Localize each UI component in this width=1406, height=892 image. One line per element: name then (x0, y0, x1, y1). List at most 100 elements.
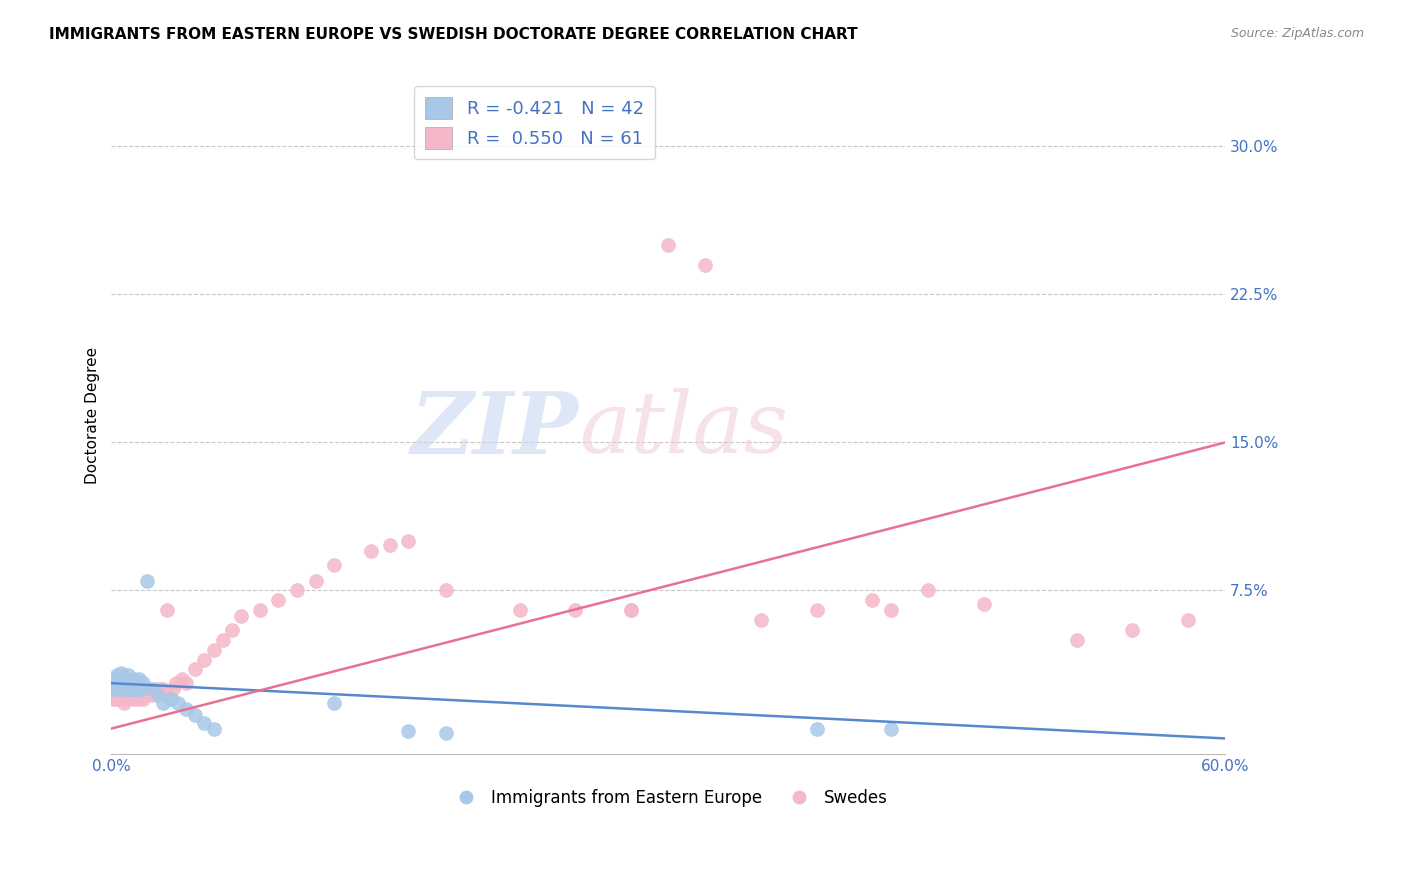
Point (193, 652, 215, 666)
Point (103, 682, 125, 697)
Point (132, 692, 155, 706)
Point (115, 688, 138, 702)
Point (108, 676, 131, 690)
Point (104, 672, 127, 686)
Text: IMMIGRANTS FROM EASTERN EUROPE VS SWEDISH DOCTORATE DEGREE CORRELATION CHART: IMMIGRANTS FROM EASTERN EUROPE VS SWEDIS… (49, 27, 858, 42)
Point (267, 593, 290, 607)
Point (378, 538, 401, 552)
Point (880, 722, 903, 736)
Point (141, 688, 163, 702)
Point (1177, 613, 1199, 627)
Point (141, 682, 163, 697)
Point (128, 692, 150, 706)
Point (149, 682, 172, 697)
Point (620, 603, 643, 617)
Point (323, 558, 346, 572)
Point (323, 696, 346, 710)
Point (112, 682, 135, 697)
Point (104, 688, 127, 702)
Point (1066, 632, 1088, 647)
Point (211, 632, 233, 647)
Point (202, 642, 225, 657)
Point (110, 678, 132, 692)
Point (165, 676, 187, 690)
Point (564, 603, 586, 617)
Point (202, 722, 225, 736)
Point (231, 609, 253, 624)
Point (105, 668, 128, 682)
Point (117, 692, 139, 706)
Point (117, 682, 139, 697)
Point (132, 676, 155, 690)
Point (620, 603, 643, 617)
Point (156, 688, 179, 702)
Point (174, 676, 197, 690)
Point (118, 676, 141, 690)
Point (285, 583, 308, 598)
Point (118, 682, 141, 697)
Point (695, 258, 717, 272)
Point (108, 692, 131, 706)
Point (112, 676, 135, 690)
Point (304, 574, 326, 588)
Legend: Immigrants from Eastern Europe, Swedes: Immigrants from Eastern Europe, Swedes (443, 782, 894, 814)
Point (749, 613, 772, 627)
Point (129, 682, 152, 697)
Point (434, 583, 457, 598)
Point (152, 696, 174, 710)
Point (135, 574, 157, 588)
Point (862, 593, 884, 607)
Point (162, 682, 184, 697)
Point (509, 603, 531, 617)
Point (138, 682, 160, 697)
Point (105, 682, 128, 697)
Point (129, 688, 152, 702)
Y-axis label: Doctorate Degree: Doctorate Degree (86, 347, 100, 484)
Point (112, 696, 135, 710)
Point (170, 672, 193, 686)
Point (156, 603, 179, 617)
Point (184, 707, 207, 722)
Point (1121, 623, 1143, 637)
Point (110, 666, 132, 681)
Point (221, 623, 243, 637)
Point (145, 682, 167, 697)
Point (111, 682, 134, 697)
Point (115, 672, 138, 686)
Point (105, 692, 128, 706)
Point (657, 238, 679, 252)
Point (880, 603, 903, 617)
Text: Source: ZipAtlas.com: Source: ZipAtlas.com (1230, 27, 1364, 40)
Point (103, 692, 125, 706)
Point (111, 692, 134, 706)
Point (105, 682, 128, 697)
Text: atlas: atlas (579, 388, 789, 471)
Point (152, 682, 174, 697)
Point (396, 723, 419, 738)
Point (973, 597, 995, 611)
Point (118, 688, 141, 702)
Point (110, 688, 132, 702)
Point (127, 682, 149, 697)
Point (184, 662, 207, 676)
Point (917, 583, 939, 598)
Point (104, 676, 127, 690)
Point (110, 682, 132, 697)
Point (111, 672, 134, 686)
Point (134, 688, 156, 702)
Text: ZIP: ZIP (412, 388, 579, 471)
Point (124, 682, 146, 697)
Point (159, 692, 181, 706)
Point (396, 534, 419, 549)
Point (360, 544, 382, 558)
Point (128, 672, 150, 686)
Point (249, 603, 271, 617)
Point (124, 688, 146, 702)
Point (115, 676, 138, 690)
Point (108, 672, 131, 686)
Point (193, 715, 215, 730)
Point (127, 682, 149, 697)
Point (174, 702, 197, 716)
Point (806, 603, 828, 617)
Point (434, 725, 457, 739)
